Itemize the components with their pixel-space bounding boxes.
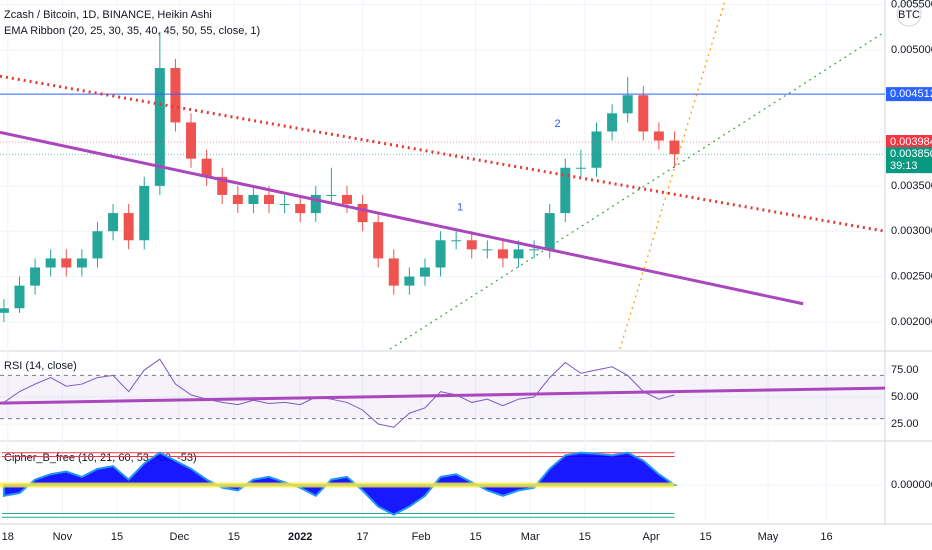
candle-body bbox=[139, 185, 150, 241]
x-tick-label: Feb bbox=[412, 531, 431, 543]
candle-body bbox=[513, 249, 524, 259]
candle-body bbox=[669, 140, 680, 155]
candle-body bbox=[638, 95, 649, 132]
candle-body bbox=[0, 308, 9, 313]
wave-label: 1 bbox=[457, 202, 463, 214]
y-tick-label: 0.000000 bbox=[891, 479, 932, 491]
candle-body bbox=[591, 131, 602, 168]
x-tick-label: 15 bbox=[111, 531, 123, 543]
candle-body bbox=[357, 204, 368, 223]
candle-body bbox=[201, 158, 212, 177]
candle-body bbox=[248, 194, 259, 205]
trend-line bbox=[0, 130, 804, 306]
candle-body bbox=[560, 167, 571, 214]
candle-body bbox=[419, 267, 430, 277]
wave-label: 2 bbox=[554, 118, 560, 130]
candle-body bbox=[76, 258, 87, 268]
x-tick-label: Apr bbox=[643, 531, 660, 543]
y-tick-label: 75.00 bbox=[891, 364, 919, 376]
candle-body bbox=[14, 285, 25, 309]
candle-body bbox=[373, 222, 384, 259]
countdown-label: 39:13 bbox=[890, 160, 918, 172]
y-tick-label: 50.00 bbox=[891, 391, 919, 403]
x-tick-label: 15 bbox=[700, 531, 712, 543]
candle-body bbox=[466, 240, 477, 250]
x-tick-label: May bbox=[758, 531, 779, 543]
price-label: 0.003850 bbox=[890, 148, 932, 160]
x-tick-label: 18 bbox=[2, 531, 14, 543]
rsi-line bbox=[3, 358, 675, 428]
candle-body bbox=[326, 194, 337, 196]
x-tick-label: 15 bbox=[579, 531, 591, 543]
y-tick-label: 25.00 bbox=[891, 418, 919, 430]
trend-line bbox=[0, 386, 885, 405]
x-tick-label: 15 bbox=[228, 531, 240, 543]
candle-body bbox=[653, 131, 664, 141]
candle-body bbox=[45, 258, 56, 268]
candle-body bbox=[341, 194, 352, 205]
price-label: 0.004512 bbox=[890, 88, 932, 100]
candle-body bbox=[123, 213, 134, 241]
candle-body bbox=[575, 167, 586, 169]
candle-body bbox=[482, 249, 493, 251]
candle-body bbox=[61, 258, 72, 268]
x-tick-label: 2022 bbox=[288, 531, 312, 543]
candle-body bbox=[435, 240, 446, 268]
price-label-box bbox=[886, 87, 932, 102]
x-tick-label: Dec bbox=[170, 531, 190, 543]
candle-body bbox=[232, 194, 243, 205]
x-tick-label: Mar bbox=[521, 531, 540, 543]
candle-body bbox=[622, 95, 633, 114]
x-tick-label: Nov bbox=[53, 531, 73, 543]
x-tick-label: 16 bbox=[820, 531, 832, 543]
x-tick-label: 15 bbox=[470, 531, 482, 543]
candle-body bbox=[310, 194, 321, 214]
price-label: 0.003984 bbox=[890, 136, 932, 148]
price-label-box bbox=[886, 134, 932, 149]
currency-label: BTC bbox=[898, 9, 920, 21]
rsi-title: RSI (14, close) bbox=[4, 360, 77, 372]
candle-body bbox=[451, 240, 462, 242]
price-label-box bbox=[886, 147, 932, 174]
candle-body bbox=[388, 258, 399, 286]
candle-body bbox=[295, 204, 306, 214]
indicator-title: EMA Ribbon (20, 25, 30, 35, 40, 45, 50, … bbox=[4, 25, 260, 37]
candle-body bbox=[497, 249, 508, 259]
candle-body bbox=[154, 68, 165, 186]
candle-body bbox=[186, 122, 197, 159]
trend-line bbox=[619, 0, 726, 350]
currency-badge[interactable] bbox=[896, 1, 922, 27]
candle-body bbox=[279, 204, 290, 206]
main-title: Zcash / Bitcoin, 1D, BINANCE, Heikin Ash… bbox=[4, 9, 212, 21]
candle-body bbox=[404, 276, 415, 286]
candle-body bbox=[108, 213, 119, 232]
candle-body bbox=[264, 194, 275, 205]
candle-body bbox=[217, 176, 228, 195]
candle-body bbox=[529, 249, 540, 251]
trend-line bbox=[389, 31, 885, 350]
candle-body bbox=[607, 113, 618, 132]
candle-body bbox=[30, 267, 41, 286]
candle-body bbox=[170, 68, 181, 123]
x-tick-label: 17 bbox=[356, 531, 368, 543]
candle-body bbox=[544, 213, 555, 250]
candle-body bbox=[92, 231, 103, 259]
